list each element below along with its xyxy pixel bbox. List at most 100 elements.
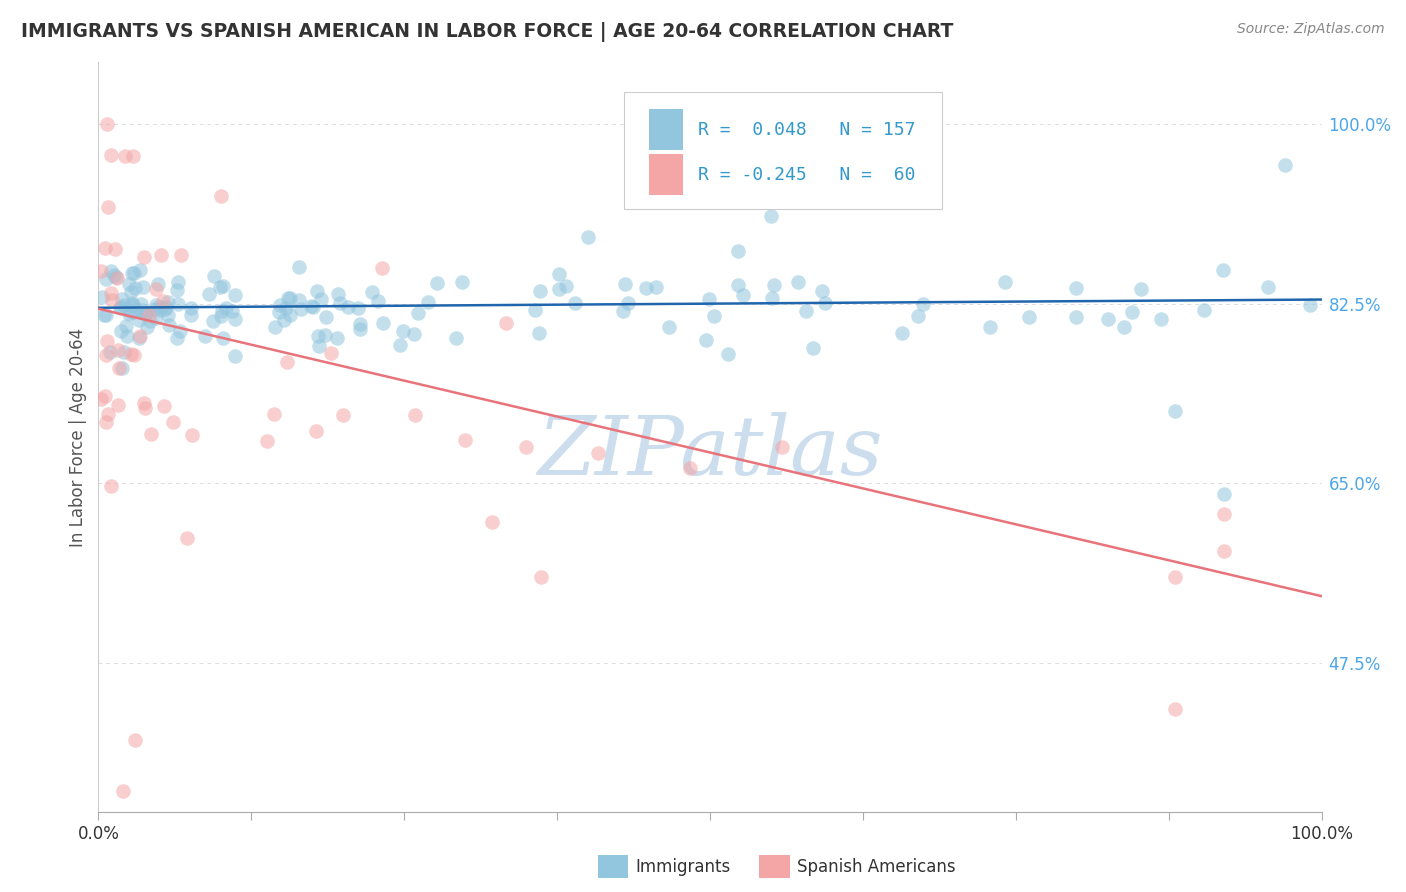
- Point: [361, 285, 384, 300]
- Point: [406, 306, 429, 320]
- Point: [108, 301, 131, 316]
- Point: [349, 317, 371, 331]
- Point: [132, 250, 155, 264]
- Point: [814, 296, 837, 310]
- Point: [169, 324, 191, 338]
- Point: [143, 302, 166, 317]
- Point: [115, 318, 138, 333]
- Point: [96, 334, 118, 348]
- Point: [120, 305, 142, 319]
- Point: [148, 300, 170, 314]
- Point: [523, 303, 546, 318]
- Point: [554, 279, 576, 293]
- Point: [128, 331, 150, 345]
- Point: [451, 275, 474, 289]
- Point: [134, 395, 156, 409]
- Point: [156, 294, 179, 309]
- Point: [1212, 507, 1234, 521]
- Point: [1164, 404, 1187, 418]
- Point: [221, 304, 243, 318]
- Point: [703, 309, 725, 323]
- Point: [181, 428, 204, 442]
- Point: [91, 291, 114, 305]
- Point: [315, 310, 337, 324]
- Point: [202, 269, 225, 284]
- Point: [1164, 702, 1187, 716]
- Point: [208, 280, 231, 294]
- Point: [111, 292, 134, 306]
- Point: [329, 295, 352, 310]
- Point: [695, 333, 717, 347]
- Point: [110, 324, 132, 338]
- Point: [124, 281, 146, 295]
- Point: [101, 293, 124, 307]
- Point: [576, 230, 599, 244]
- Point: [547, 282, 569, 296]
- Point: [699, 292, 721, 306]
- Point: [1298, 298, 1320, 312]
- Point: [212, 279, 235, 293]
- Point: [117, 329, 139, 343]
- Point: [1164, 570, 1187, 584]
- Y-axis label: In Labor Force | Age 20-64: In Labor Force | Age 20-64: [69, 327, 87, 547]
- Point: [124, 732, 146, 747]
- Point: [1064, 310, 1087, 324]
- Point: [770, 440, 793, 454]
- FancyBboxPatch shape: [624, 93, 942, 209]
- Point: [274, 301, 297, 315]
- Point: [152, 293, 174, 308]
- Point: [612, 304, 634, 318]
- Point: [176, 531, 198, 545]
- Point: [811, 284, 834, 298]
- Point: [1097, 311, 1119, 326]
- Point: [404, 327, 426, 342]
- Text: R =  0.048   N = 157: R = 0.048 N = 157: [697, 121, 915, 139]
- Point: [166, 331, 188, 345]
- Point: [118, 277, 141, 291]
- Point: [278, 291, 301, 305]
- Point: [97, 408, 120, 422]
- Point: [121, 149, 143, 163]
- Point: [180, 308, 202, 322]
- Point: [90, 392, 112, 406]
- Text: Source: ZipAtlas.com: Source: ZipAtlas.com: [1237, 22, 1385, 37]
- Point: [326, 287, 349, 301]
- Point: [122, 266, 145, 280]
- Point: [1212, 263, 1234, 277]
- Point: [1129, 282, 1152, 296]
- Point: [162, 415, 184, 429]
- Point: [110, 300, 132, 314]
- Point: [166, 284, 188, 298]
- Point: [167, 296, 190, 310]
- Point: [1121, 304, 1143, 318]
- Point: [530, 569, 553, 583]
- Point: [131, 303, 153, 318]
- Point: [267, 305, 290, 319]
- Point: [135, 306, 157, 320]
- Point: [194, 328, 217, 343]
- Point: [94, 389, 117, 403]
- Point: [128, 312, 150, 326]
- Text: Immigrants: Immigrants: [636, 858, 731, 876]
- Point: [215, 301, 238, 315]
- Point: [515, 440, 537, 454]
- Point: [121, 267, 143, 281]
- Point: [481, 515, 503, 529]
- Point: [93, 308, 115, 322]
- Point: [103, 268, 125, 282]
- Point: [1257, 280, 1279, 294]
- Point: [100, 285, 122, 300]
- Point: [129, 262, 152, 277]
- Point: [794, 303, 817, 318]
- Point: [211, 303, 233, 318]
- Point: [309, 292, 332, 306]
- Bar: [648, 109, 683, 151]
- Point: [645, 279, 668, 293]
- Point: [139, 427, 162, 442]
- Point: [326, 331, 349, 345]
- Point: [224, 350, 246, 364]
- Point: [727, 244, 749, 258]
- Point: [979, 319, 1001, 334]
- Point: [634, 281, 657, 295]
- Point: [111, 784, 134, 798]
